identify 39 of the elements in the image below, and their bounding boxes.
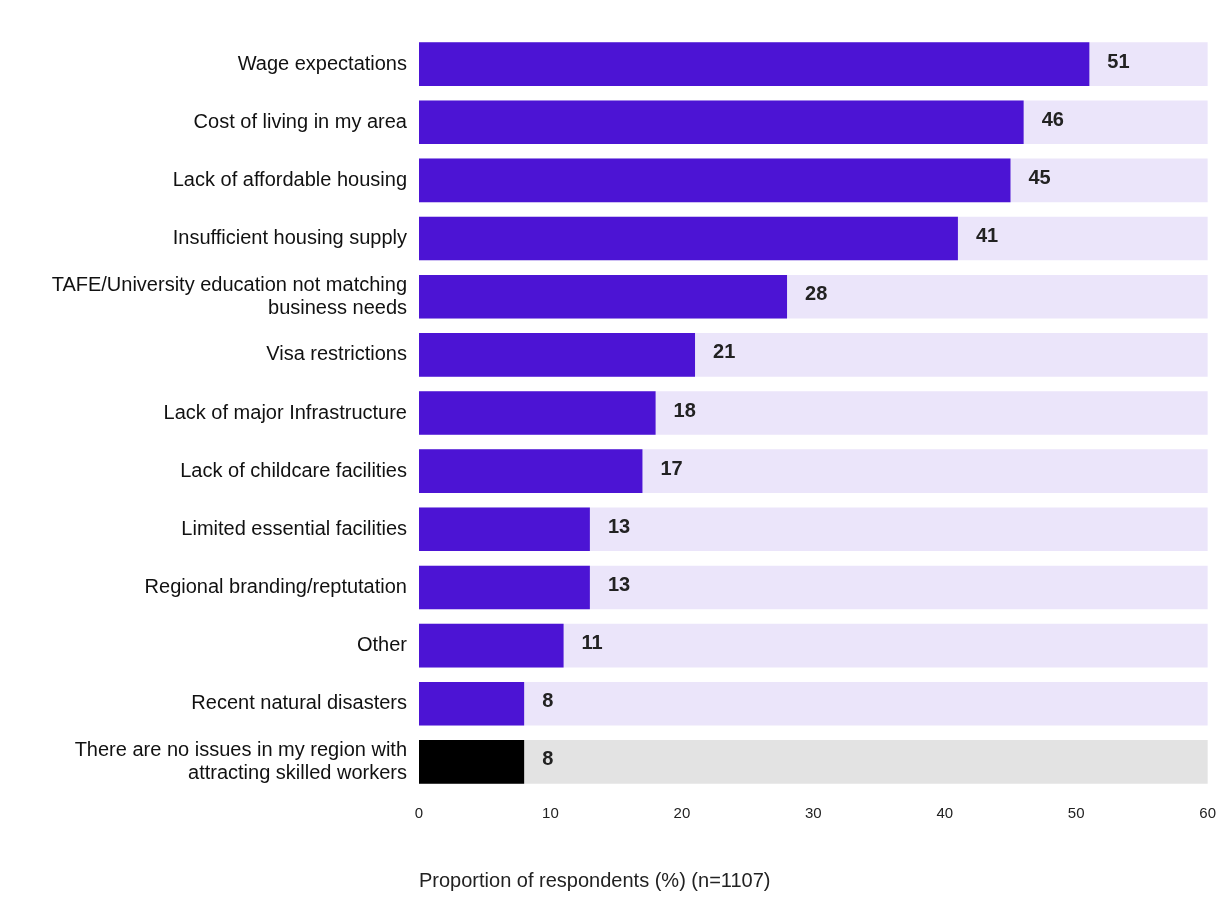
x-tick-label: 60 [1199,804,1216,822]
data-label: 45 [1028,165,1051,188]
bar [419,740,525,784]
data-label: 18 [673,398,696,421]
y-tick-label: Limited essential facilities [181,516,407,539]
x-tick-label: 50 [1067,804,1085,822]
data-label: 13 [607,514,631,537]
bar [419,623,564,668]
y-tick-label: Cost of living in my area [193,109,408,132]
y-tick-label: TAFE/University education not matching business needs [51,272,407,318]
y-tick-label: Lack of affordable housing [172,167,407,190]
data-label: 8 [542,747,554,770]
y-tick-label: Regional branding/reptutation [144,574,407,597]
data-label: 28 [805,282,828,305]
bar [419,681,525,726]
y-tick-label: Other [356,633,408,656]
x-tick-label: 40 [936,804,954,822]
y-tick-label: Insufficient housing supply [172,226,407,249]
y-tick-label: There are no issues in my region with attracting skilled workers [74,737,407,783]
x-tick-label: 10 [542,804,559,822]
x-tick-label: 30 [804,804,822,822]
x-tick-label: 0 [414,804,424,822]
data-label: 46 [1041,107,1064,130]
y-tick-label: Lack of major Infrastructure [163,400,407,423]
y-tick-label: Visa restrictions [266,342,407,365]
y-tick-label: Recent natural disasters [191,691,407,714]
x-tick-label: 20 [673,804,691,822]
x-axis-title: Proportion of respondents (%) (n=1107) [419,868,771,891]
y-tick-label: Wage expectations [237,51,407,74]
y-tick-label: Lack of childcare facilities [180,458,407,481]
bar [419,565,590,610]
data-label: 11 [581,631,603,654]
data-label: 41 [975,224,999,247]
bar [419,507,590,552]
data-label: 8 [542,689,554,712]
data-label: 17 [660,456,683,479]
data-label: 51 [1107,49,1130,72]
data-label: 13 [607,572,631,595]
data-label: 21 [713,340,736,363]
